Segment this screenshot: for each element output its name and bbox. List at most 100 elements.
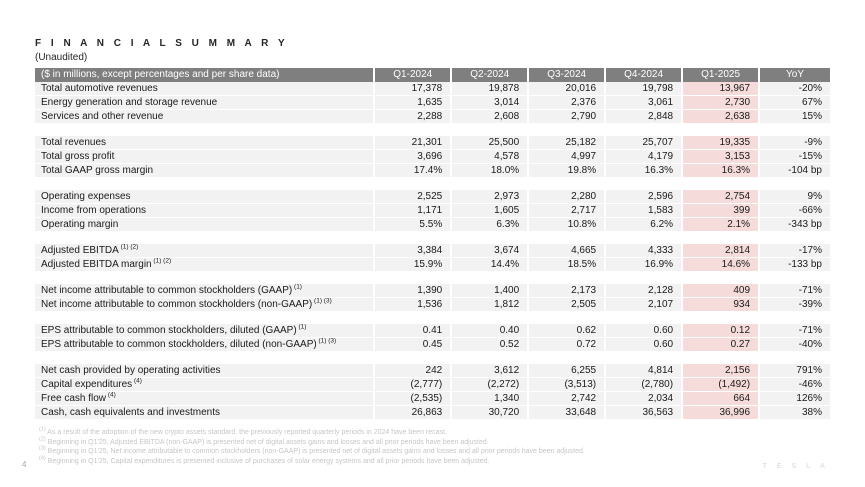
table-cell-yoy: -9% <box>760 136 830 150</box>
column-header-q1-2025: Q1-2025 <box>683 68 761 82</box>
row-label-text: Operating margin <box>41 219 119 230</box>
table-row: Free cash flow (4) (2,535) 1,340 2,742 2,034… <box>35 392 830 406</box>
table-cell-yoy: -343 bp <box>760 218 830 232</box>
section-spacer-cell <box>35 272 830 284</box>
row-label-text: Total automotive revenues <box>41 83 158 94</box>
table-cell-yoy: 38% <box>760 406 830 420</box>
table-cell-q1-2024: 1,390 <box>375 284 453 298</box>
footnote-marker: (1) (2) <box>151 258 172 265</box>
row-label: Operating margin <box>35 218 376 232</box>
row-label: Adjusted EBITDA margin (1) (2) <box>35 258 376 272</box>
table-row: Total gross profit 3,696 4,578 4,997 4,179 3,… <box>35 150 830 164</box>
table-cell-yoy: -20% <box>760 82 830 96</box>
table-row: Adjusted EBITDA margin (1) (2) 15.9% 14.4%… <box>35 258 830 272</box>
table-cell-q1-2025: 2,638 <box>683 110 761 124</box>
section-spacer-cell <box>35 232 830 244</box>
table-cell-yoy: -71% <box>760 324 830 338</box>
financial-summary-table: ($ in millions, except percentages and p… <box>35 68 830 420</box>
table-cell-q3-2024: 10.8% <box>529 218 607 232</box>
row-label: Free cash flow (4) <box>35 392 376 406</box>
table-cell-q3-2024: (3,513) <box>529 378 607 392</box>
table-cell-q3-2024: 2,280 <box>529 190 607 204</box>
row-label-text: Services and other revenue <box>41 111 164 122</box>
table-cell-yoy: 67% <box>760 96 830 110</box>
table-cell-q1-2024: 0.45 <box>375 338 453 352</box>
table-cell-yoy: -17% <box>760 244 830 258</box>
row-label-text: Total gross profit <box>41 151 115 162</box>
table-cell-q3-2024: 2,742 <box>529 392 607 406</box>
row-label-text: Income from operations <box>41 205 147 216</box>
footnote-marker: (2) <box>39 436 46 443</box>
row-label: Operating expenses <box>35 190 376 204</box>
table-cell-yoy: 9% <box>760 190 830 204</box>
table-cell-q4-2024: 16.9% <box>606 258 684 272</box>
table-row: Income from operations 1,171 1,605 2,717 1,5… <box>35 204 830 218</box>
footnote-text: Beginning in Q1'25, Net income attributa… <box>45 448 585 455</box>
table-row: EPS attributable to common stockholders,… <box>35 338 830 352</box>
column-header-yoy: YoY <box>760 68 830 82</box>
table-cell-q4-2024: 6.2% <box>606 218 684 232</box>
column-header-q4-2024: Q4-2024 <box>606 68 684 82</box>
table-cell-q2-2024: 18.0% <box>452 164 530 178</box>
table-cell-q2-2024: 3,674 <box>452 244 530 258</box>
footnote-text: As a result of the adoption of the new c… <box>45 429 447 436</box>
footnote-line: (2) Beginning in Q1'25, Adjusted EBITDA … <box>39 436 830 448</box>
column-header-q1-2024: Q1-2024 <box>375 68 453 82</box>
table-cell-q1-2024: 3,696 <box>375 150 453 164</box>
table-cell-q3-2024: 4,997 <box>529 150 607 164</box>
table-cell-q1-2024: 242 <box>375 364 453 378</box>
footnotes: (1) As a result of the adoption of the n… <box>39 426 830 466</box>
table-row: Net income attributable to common stockh… <box>35 298 830 312</box>
footnote-line: (3) Beginning in Q1'25, Net income attri… <box>39 446 830 457</box>
table-cell-yoy: 126% <box>760 392 830 406</box>
table-cell-q2-2024: 3,014 <box>452 96 530 110</box>
table-cell-q1-2024: 5.5% <box>375 218 453 232</box>
table-row: Adjusted EBITDA (1) (2) 3,384 3,674 4,665 4,… <box>35 244 830 258</box>
table-row: Total GAAP gross margin 17.4% 18.0% 19.8% 16… <box>35 164 830 178</box>
row-label: Net income attributable to common stockh… <box>35 284 376 298</box>
row-label: Cash, cash equivalents and investments <box>35 406 376 420</box>
footnote-marker: (1) (3) <box>316 338 337 345</box>
table-cell-q1-2025: 2,754 <box>683 190 761 204</box>
row-label-text: Operating expenses <box>41 191 131 202</box>
table-cell-q1-2025: 2,156 <box>683 364 761 378</box>
table-cell-q1-2024: 2,525 <box>375 190 453 204</box>
row-label: Services and other revenue <box>35 110 376 124</box>
table-cell-q1-2025: 0.27 <box>683 338 761 352</box>
table-cell-q2-2024: 3,612 <box>452 364 530 378</box>
section-spacer <box>35 352 830 364</box>
row-label: Capital expenditures (4) <box>35 378 376 392</box>
table-cell-q2-2024: 0.40 <box>452 324 530 338</box>
table-cell-yoy: -66% <box>760 204 830 218</box>
row-label: Income from operations <box>35 204 376 218</box>
table-cell-q3-2024: 19.8% <box>529 164 607 178</box>
table-cell-q1-2025: (1,492) <box>683 378 761 392</box>
table-cell-q1-2025: 664 <box>683 392 761 406</box>
table-cell-q2-2024: 0.52 <box>452 338 530 352</box>
section-spacer <box>35 272 830 284</box>
table-row: Services and other revenue 2,288 2,608 2,79… <box>35 110 830 124</box>
table-cell-q2-2024: 4,578 <box>452 150 530 164</box>
row-label-text: Energy generation and storage revenue <box>41 97 218 108</box>
table-cell-q4-2024: 4,179 <box>606 150 684 164</box>
table-cell-q1-2024: 0.41 <box>375 324 453 338</box>
table-cell-q4-2024: 1,583 <box>606 204 684 218</box>
table-cell-yoy: -15% <box>760 150 830 164</box>
table-cell-q3-2024: 4,665 <box>529 244 607 258</box>
footnote-marker: (4) <box>106 392 116 399</box>
footnote-marker: (4) <box>39 455 46 462</box>
table-cell-q1-2024: 2,288 <box>375 110 453 124</box>
footnote-marker: (1) <box>39 426 46 433</box>
table-cell-q2-2024: 1,605 <box>452 204 530 218</box>
row-label-text: Free cash flow <box>41 393 107 404</box>
table-cell-q1-2024: 15.9% <box>375 258 453 272</box>
section-spacer <box>35 178 830 190</box>
row-label: Total revenues <box>35 136 376 150</box>
table-row: Total automotive revenues 17,378 19,878 20,… <box>35 82 830 96</box>
table-cell-q3-2024: 0.72 <box>529 338 607 352</box>
table-cell-q1-2025: 399 <box>683 204 761 218</box>
table-cell-q3-2024: 33,648 <box>529 406 607 420</box>
table-cell-q1-2024: (2,777) <box>375 378 453 392</box>
table-cell-yoy: -39% <box>760 298 830 312</box>
table-cell-q1-2025: 36,996 <box>683 406 761 420</box>
